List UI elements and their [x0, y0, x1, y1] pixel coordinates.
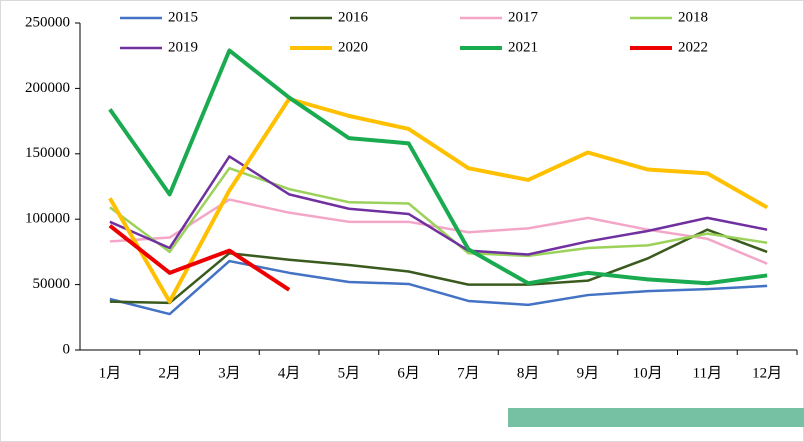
series-line	[109, 259, 768, 316]
x-tick-label: 5月	[338, 365, 361, 381]
series-line	[108, 224, 291, 292]
legend-label: 2017	[508, 9, 539, 25]
y-tick-label: 200000	[25, 80, 70, 96]
legend-label: 2019	[168, 39, 198, 55]
x-tick-label: 7月	[457, 365, 480, 381]
legend-label: 2015	[168, 9, 198, 25]
legend-label: 2018	[678, 9, 708, 25]
y-tick-label: 150000	[25, 145, 70, 161]
y-tick-label: 50000	[33, 276, 71, 292]
y-tick-label: 0	[63, 341, 71, 357]
y-tick-label: 100000	[25, 211, 70, 227]
y-tick-label: 250000	[25, 14, 70, 30]
x-tick-label: 1月	[99, 365, 122, 381]
series-line	[109, 166, 768, 258]
x-tick-label: 11月	[693, 365, 722, 381]
x-tick-label: 9月	[577, 365, 600, 381]
series-line	[109, 228, 768, 305]
x-tick-label: 12月	[752, 365, 782, 381]
x-tick-label: 2月	[158, 365, 181, 381]
series-line	[108, 96, 769, 304]
x-tick-label: 3月	[218, 365, 241, 381]
legend-label: 2016	[338, 9, 369, 25]
legend-label: 2020	[338, 39, 368, 55]
series-line	[108, 48, 768, 286]
legend-label: 2021	[508, 39, 538, 55]
x-tick-label: 4月	[278, 365, 301, 381]
x-tick-label: 6月	[397, 365, 420, 381]
x-tick-label: 10月	[633, 365, 663, 381]
series-line	[109, 155, 768, 256]
x-tick-label: 8月	[517, 365, 540, 381]
decor-bar	[508, 408, 804, 427]
legend-label: 2022	[678, 39, 708, 55]
